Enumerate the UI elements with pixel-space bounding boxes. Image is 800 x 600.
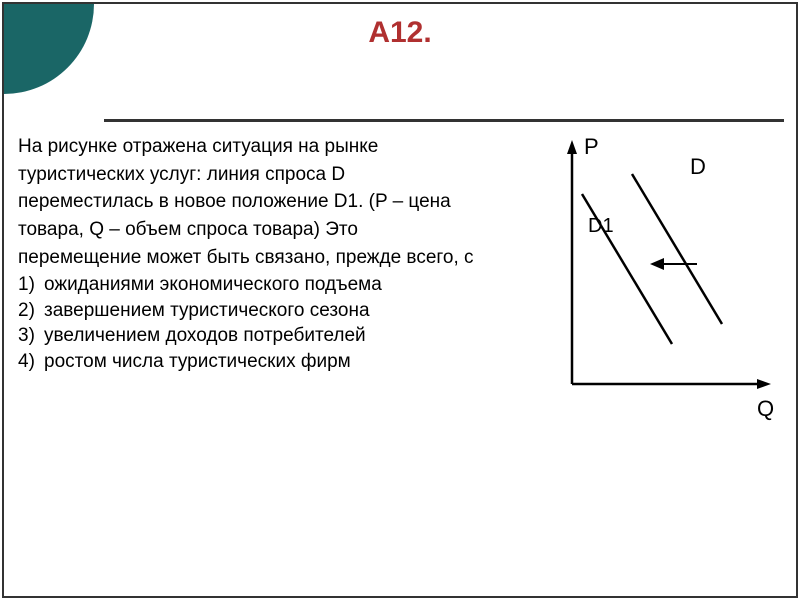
stem-line: переместилась в новое положение D1. (P –… bbox=[18, 189, 534, 215]
option-row: 4) ростом числа туристических фирм bbox=[18, 349, 534, 375]
stem-line: товара, Q – объем спроса товара) Это bbox=[18, 217, 534, 243]
option-text: ожиданиями экономического подъема bbox=[44, 272, 382, 298]
label-D: D bbox=[690, 154, 706, 179]
x-axis-arrowhead bbox=[757, 379, 771, 389]
y-axis-arrowhead bbox=[567, 140, 577, 154]
stem-line: На рисунке отражена ситуация на рынке bbox=[18, 134, 534, 160]
horizontal-divider bbox=[104, 119, 784, 122]
demand-chart-svg: P Q D D1 bbox=[542, 134, 782, 424]
option-row: 1) ожиданиями экономического подъема bbox=[18, 272, 534, 298]
slide-frame: А12. На рисунке отражена ситуация на рын… bbox=[2, 2, 798, 598]
stem-line: перемещение может быть связано, прежде в… bbox=[18, 245, 534, 271]
option-num: 4) bbox=[18, 349, 44, 375]
option-num: 1) bbox=[18, 272, 44, 298]
content-area: На рисунке отражена ситуация на рынке ту… bbox=[18, 134, 782, 582]
label-D1: D1 bbox=[588, 215, 614, 237]
option-text: ростом числа туристических фирм bbox=[44, 349, 351, 375]
demand-chart: P Q D D1 bbox=[542, 134, 782, 424]
slide-title: А12. bbox=[4, 16, 796, 50]
option-row: 3) увеличением доходов потребителей bbox=[18, 323, 534, 349]
option-num: 3) bbox=[18, 323, 44, 349]
question-block: На рисунке отражена ситуация на рынке ту… bbox=[18, 134, 542, 375]
option-text: увеличением доходов потребителей bbox=[44, 323, 366, 349]
option-num: 2) bbox=[18, 298, 44, 324]
option-text: завершением туристического сезона bbox=[44, 298, 370, 324]
axis-label-Q: Q bbox=[757, 396, 774, 421]
stem-line: туристических услуг: линия спроса D bbox=[18, 162, 534, 188]
option-row: 2) завершением туристического сезона bbox=[18, 298, 534, 324]
axis-label-P: P bbox=[584, 134, 599, 159]
shift-arrow-head bbox=[650, 258, 664, 270]
